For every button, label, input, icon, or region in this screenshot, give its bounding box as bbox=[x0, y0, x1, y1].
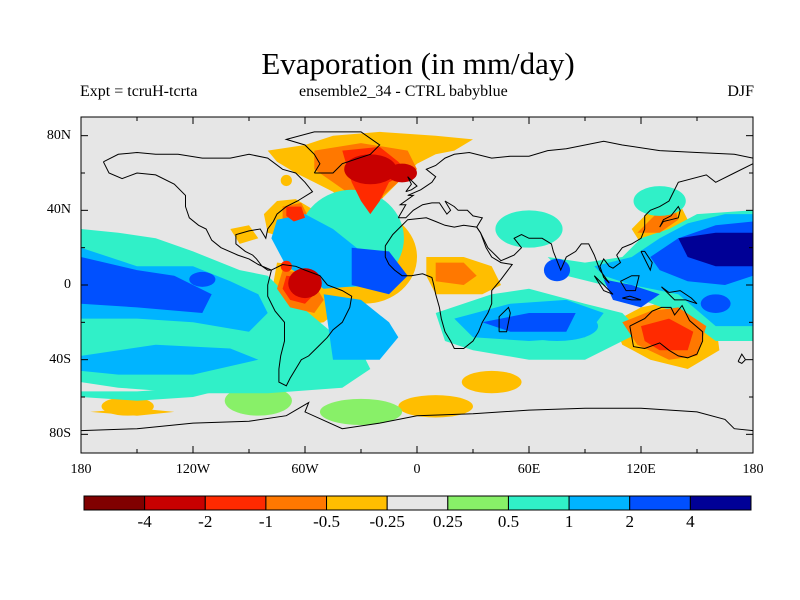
colorbar bbox=[83, 495, 752, 511]
colorbar-label: -0.25 bbox=[369, 512, 405, 531]
colorbar-label: -4 bbox=[137, 512, 152, 531]
contour-region bbox=[319, 398, 403, 425]
contour-region bbox=[280, 260, 292, 272]
coastline bbox=[397, 140, 753, 284]
contour-region bbox=[101, 397, 154, 416]
colorbar-swatch bbox=[447, 495, 509, 511]
x-tick-label: 180 bbox=[742, 462, 764, 477]
contour-region bbox=[633, 186, 686, 216]
contour-region bbox=[230, 225, 259, 244]
coastline bbox=[498, 306, 511, 333]
contour-region bbox=[691, 236, 733, 259]
coastline bbox=[640, 250, 653, 272]
coastline bbox=[81, 401, 753, 432]
y-tick-label: 40N bbox=[46, 202, 71, 218]
coastline bbox=[284, 131, 381, 174]
colorbar-swatch bbox=[629, 495, 691, 511]
coastline bbox=[661, 286, 698, 305]
contour-region bbox=[641, 318, 694, 351]
axis-ticks bbox=[80, 117, 754, 453]
colorbar-label: -0.5 bbox=[313, 512, 340, 531]
coastline bbox=[629, 304, 704, 359]
contour-region bbox=[351, 247, 408, 295]
contour-region bbox=[81, 344, 259, 375]
contour-region bbox=[387, 163, 418, 183]
contour-fields bbox=[81, 131, 753, 425]
contour-region bbox=[700, 294, 731, 313]
contour-region bbox=[280, 174, 292, 187]
contour-region bbox=[81, 257, 212, 313]
x-tick-label: 0 bbox=[413, 462, 421, 477]
x-tick-label: 120E bbox=[626, 462, 656, 477]
colorbar-swatch bbox=[144, 495, 206, 511]
season-label: DJF bbox=[727, 83, 754, 100]
contour-region bbox=[189, 271, 216, 287]
x-tick-label: 120W bbox=[175, 462, 211, 477]
coastline bbox=[405, 176, 418, 193]
experiment-label: Expt = tcruH-tcrta bbox=[80, 83, 198, 100]
y-tick-label: 0 bbox=[64, 277, 71, 292]
x-tick-label: 60E bbox=[517, 462, 541, 477]
y-tick-label: 40S bbox=[49, 351, 71, 367]
colorbar-swatch bbox=[386, 495, 449, 511]
colorbar-swatch bbox=[326, 495, 388, 511]
contour-region bbox=[482, 313, 576, 332]
contour-region bbox=[461, 370, 522, 394]
coastline bbox=[659, 205, 681, 228]
contour-region bbox=[286, 206, 305, 222]
contour-region bbox=[543, 258, 571, 282]
colorbar-swatch bbox=[568, 495, 631, 511]
ensemble-label: ensemble2_34 - CTRL babyblue bbox=[299, 83, 508, 100]
colorbar-label: 0.25 bbox=[432, 512, 463, 531]
coastline bbox=[737, 353, 747, 365]
contour-region bbox=[288, 268, 322, 299]
contour-region bbox=[81, 387, 231, 401]
x-tick-label: 60W bbox=[291, 462, 319, 477]
coastline bbox=[620, 275, 640, 292]
contour-region bbox=[495, 210, 563, 248]
contour-region bbox=[344, 154, 397, 185]
colorbar-label: 4 bbox=[686, 512, 695, 531]
colorbar-label: 0.5 bbox=[497, 512, 520, 531]
coastline bbox=[102, 151, 314, 271]
colorbar-label: -1 bbox=[258, 512, 273, 531]
colorbar-swatch bbox=[204, 495, 267, 511]
x-tick-label: 180 bbox=[70, 462, 92, 477]
coastline bbox=[267, 263, 353, 387]
y-tick-label: 80S bbox=[49, 426, 71, 442]
coastline bbox=[622, 295, 642, 301]
colorbar-label: -2 bbox=[198, 512, 213, 531]
contour-region bbox=[603, 279, 660, 308]
map-title: Evaporation (in mm/day) bbox=[261, 46, 575, 81]
colorbar-label: 2 bbox=[625, 512, 634, 531]
y-tick-label: 80N bbox=[46, 127, 71, 143]
colorbar-label: 1 bbox=[564, 512, 574, 531]
coastline bbox=[593, 275, 614, 295]
colorbar-swatch bbox=[265, 495, 328, 511]
coastline bbox=[384, 217, 514, 349]
contour-region bbox=[398, 395, 473, 418]
contour-region bbox=[435, 262, 477, 285]
colorbar-swatch bbox=[507, 495, 570, 511]
contour-region bbox=[323, 294, 399, 360]
coastlines bbox=[81, 131, 753, 432]
colorbar-swatch bbox=[83, 495, 146, 511]
colorbar-swatch bbox=[689, 495, 752, 511]
